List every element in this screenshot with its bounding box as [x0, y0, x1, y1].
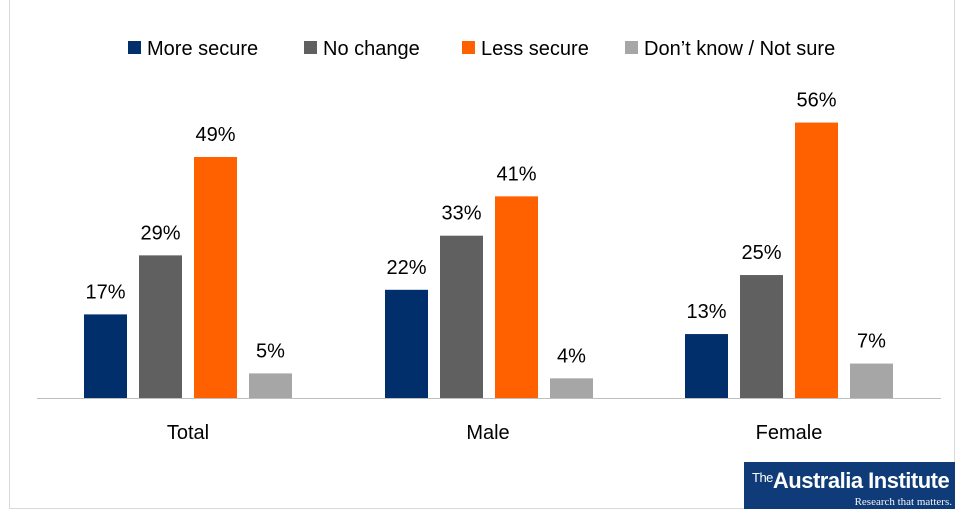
- legend-swatch-less-secure: [462, 41, 475, 54]
- bar-female-don-t-know-not-sure: [850, 363, 893, 398]
- bar-male-don-t-know-not-sure: [550, 378, 593, 398]
- value-label-male-don-t-know-not-sure: 4%: [557, 345, 586, 367]
- legend: More secure No change Less secure Don’t kno…: [128, 38, 835, 60]
- bar-male-more-secure: [385, 289, 428, 398]
- australia-institute-logo: TheAustralia Institute Research that mat…: [744, 462, 955, 509]
- legend-swatch-more-secure: [128, 41, 141, 54]
- value-label-total-no-change: 29%: [140, 222, 180, 244]
- legend-label-don-t-know-not-sure: Don’t know / Not sure: [644, 38, 835, 60]
- logo-tagline: Research that matters.: [854, 496, 952, 508]
- value-labels: 17% 29% 49% 5% 22% 33% 41% 4% 13% 25% 56% 7%: [85, 90, 886, 368]
- category-label-female: Female: [756, 422, 823, 444]
- bar-total-don-t-know-not-sure: [249, 373, 292, 398]
- value-label-male-no-change: 33%: [441, 203, 481, 225]
- legend-swatch-no-change: [304, 41, 317, 54]
- bar-total-more-secure: [84, 314, 127, 398]
- logo-wordmark: TheAustralia Institute: [752, 468, 950, 493]
- bar-total-less-secure: [194, 157, 237, 398]
- legend-label-less-secure: Less secure: [481, 38, 589, 60]
- legend-swatch-don-t-know-not-sure: [625, 41, 638, 54]
- category-label-male: Male: [466, 422, 509, 444]
- category-label-total: Total: [167, 422, 209, 444]
- value-label-female-no-change: 25%: [741, 242, 781, 264]
- value-label-total-don-t-know-not-sure: 5%: [256, 340, 285, 362]
- bar-female-more-secure: [685, 334, 728, 398]
- value-label-total-more-secure: 17%: [85, 281, 125, 303]
- bar-male-no-change: [440, 235, 483, 398]
- bars: [84, 122, 893, 399]
- value-label-male-more-secure: 22%: [386, 257, 426, 279]
- value-label-female-more-secure: 13%: [686, 301, 726, 323]
- legend-label-no-change: No change: [323, 38, 420, 60]
- category-labels: Total Male Female: [167, 422, 822, 444]
- bar-female-no-change: [740, 275, 783, 398]
- value-label-male-less-secure: 41%: [496, 163, 536, 185]
- bar-total-no-change: [139, 255, 182, 398]
- value-label-female-don-t-know-not-sure: 7%: [857, 331, 886, 353]
- value-label-total-less-secure: 49%: [195, 124, 235, 146]
- legend-label-more-secure: More secure: [147, 38, 258, 60]
- bar-male-less-secure: [495, 196, 538, 398]
- value-label-female-less-secure: 56%: [796, 90, 836, 112]
- bar-female-less-secure: [795, 122, 838, 399]
